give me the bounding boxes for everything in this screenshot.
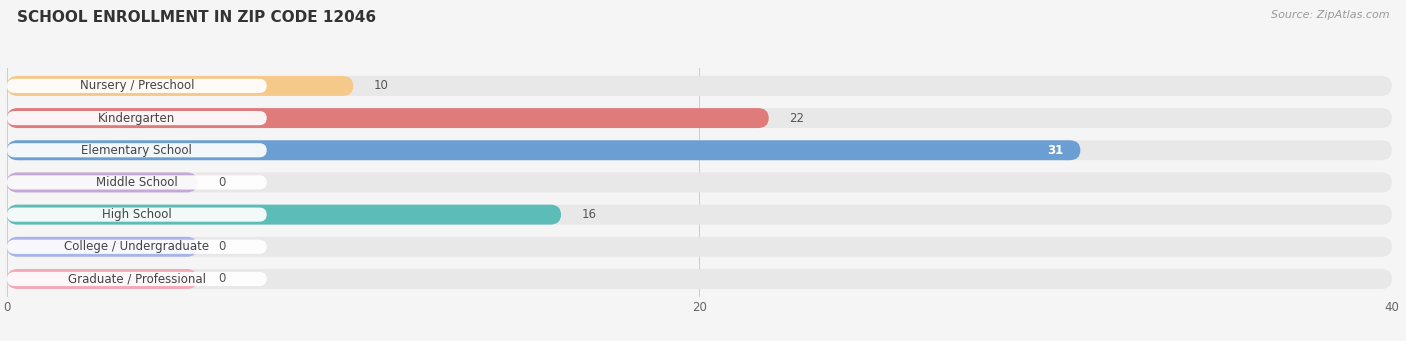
- FancyBboxPatch shape: [7, 240, 267, 254]
- FancyBboxPatch shape: [7, 205, 561, 225]
- FancyBboxPatch shape: [7, 237, 197, 257]
- Text: Graduate / Professional: Graduate / Professional: [67, 272, 205, 285]
- Text: Middle School: Middle School: [96, 176, 177, 189]
- FancyBboxPatch shape: [7, 269, 197, 289]
- Text: 22: 22: [790, 112, 804, 124]
- Text: 0: 0: [218, 240, 225, 253]
- Text: SCHOOL ENROLLMENT IN ZIP CODE 12046: SCHOOL ENROLLMENT IN ZIP CODE 12046: [17, 10, 375, 25]
- FancyBboxPatch shape: [7, 76, 353, 96]
- Text: Nursery / Preschool: Nursery / Preschool: [80, 79, 194, 92]
- Text: 10: 10: [374, 79, 389, 92]
- FancyBboxPatch shape: [7, 140, 1392, 160]
- Text: 31: 31: [1047, 144, 1063, 157]
- FancyBboxPatch shape: [7, 237, 1392, 257]
- FancyBboxPatch shape: [7, 173, 1392, 192]
- FancyBboxPatch shape: [7, 108, 1392, 128]
- FancyBboxPatch shape: [7, 79, 267, 93]
- Text: Source: ZipAtlas.com: Source: ZipAtlas.com: [1271, 10, 1389, 20]
- Text: High School: High School: [103, 208, 172, 221]
- FancyBboxPatch shape: [7, 269, 1392, 289]
- FancyBboxPatch shape: [7, 108, 769, 128]
- FancyBboxPatch shape: [7, 205, 1392, 225]
- Text: Elementary School: Elementary School: [82, 144, 193, 157]
- Text: 0: 0: [218, 176, 225, 189]
- Text: College / Undergraduate: College / Undergraduate: [65, 240, 209, 253]
- FancyBboxPatch shape: [7, 143, 267, 157]
- FancyBboxPatch shape: [7, 175, 267, 190]
- Text: Kindergarten: Kindergarten: [98, 112, 176, 124]
- Text: 16: 16: [582, 208, 596, 221]
- FancyBboxPatch shape: [7, 76, 1392, 96]
- FancyBboxPatch shape: [7, 173, 197, 192]
- FancyBboxPatch shape: [7, 272, 267, 286]
- FancyBboxPatch shape: [7, 208, 267, 222]
- FancyBboxPatch shape: [7, 111, 267, 125]
- FancyBboxPatch shape: [7, 140, 1080, 160]
- Text: 0: 0: [218, 272, 225, 285]
